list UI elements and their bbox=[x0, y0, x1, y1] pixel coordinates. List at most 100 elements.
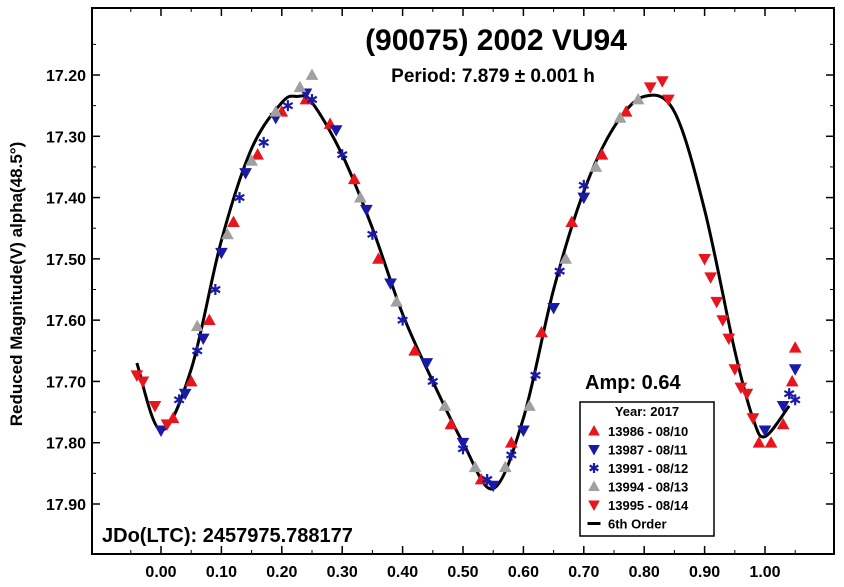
legend-marker bbox=[588, 445, 600, 456]
data-point bbox=[710, 296, 724, 309]
legend-title: Year: 2017 bbox=[615, 404, 679, 419]
data-point bbox=[239, 168, 252, 180]
legend-marker bbox=[588, 500, 600, 512]
data-point bbox=[740, 388, 754, 401]
x-tick-label: 0.50 bbox=[447, 564, 478, 581]
data-point bbox=[390, 295, 403, 307]
data-point bbox=[336, 149, 348, 161]
data-point bbox=[306, 94, 318, 106]
data-point bbox=[173, 394, 185, 406]
data-point bbox=[456, 437, 470, 450]
data-point bbox=[215, 247, 228, 260]
data-point bbox=[655, 76, 669, 88]
data-point bbox=[535, 325, 548, 338]
data-point bbox=[191, 345, 203, 357]
legend-marker bbox=[589, 463, 599, 473]
legend-entry-label: 13995 - 08/14 bbox=[608, 498, 689, 513]
data-point bbox=[258, 136, 270, 148]
fit-curve-6th-order bbox=[135, 93, 791, 491]
legend-entry-label: 13991 - 08/12 bbox=[608, 461, 688, 476]
y-tick-label: 17.30 bbox=[46, 129, 86, 146]
y-tick-label: 17.90 bbox=[46, 497, 86, 514]
data-point bbox=[662, 94, 675, 107]
data-point bbox=[372, 252, 385, 264]
data-point bbox=[631, 92, 645, 105]
x-tick-label: 0.60 bbox=[508, 564, 539, 581]
data-point bbox=[776, 401, 790, 413]
data-point bbox=[154, 425, 168, 437]
data-point bbox=[722, 333, 736, 346]
data-point bbox=[619, 105, 633, 117]
series-3 bbox=[173, 94, 801, 485]
data-point bbox=[698, 253, 711, 266]
data-point bbox=[245, 154, 258, 166]
data-point bbox=[427, 375, 439, 387]
data-points-layer bbox=[130, 68, 802, 493]
series-2 bbox=[154, 88, 802, 493]
data-point bbox=[504, 436, 518, 448]
data-point bbox=[184, 374, 198, 387]
data-point bbox=[481, 473, 493, 485]
x-tick-label: 0.80 bbox=[629, 564, 660, 581]
data-point bbox=[293, 80, 307, 93]
data-point bbox=[130, 370, 144, 382]
data-point bbox=[251, 148, 264, 160]
data-point bbox=[716, 315, 730, 327]
data-point bbox=[785, 374, 799, 387]
legend-entry-label: 6th Order bbox=[608, 517, 667, 532]
x-tick-label: 0.00 bbox=[145, 564, 176, 581]
x-tick-label: 0.30 bbox=[327, 564, 358, 581]
y-tick-label: 17.60 bbox=[46, 313, 86, 330]
data-point bbox=[136, 376, 150, 388]
data-point bbox=[643, 82, 657, 94]
data-point bbox=[734, 382, 748, 395]
data-point bbox=[752, 436, 766, 448]
data-point bbox=[397, 314, 408, 326]
chart-subtitle: Period: 7.879 ± 0.001 h bbox=[391, 66, 595, 87]
legend-entries: 13986 - 08/10 13987 - 08/11 13991 - 08/12 1… bbox=[587, 424, 689, 532]
data-point bbox=[384, 278, 397, 290]
data-point bbox=[746, 413, 760, 425]
data-point bbox=[788, 341, 802, 353]
epoch-label: JDo(LTC): 2457975.788177 bbox=[102, 525, 353, 547]
legend-marker bbox=[588, 424, 600, 436]
data-point bbox=[148, 401, 162, 413]
data-point bbox=[202, 313, 216, 326]
data-point bbox=[160, 419, 174, 431]
amplitude-label: Amp: 0.64 bbox=[585, 372, 681, 394]
data-point bbox=[565, 215, 579, 227]
data-point bbox=[517, 425, 530, 437]
y-tick-label: 17.50 bbox=[46, 252, 86, 269]
data-point bbox=[367, 228, 378, 240]
y-tick-label: 17.80 bbox=[46, 436, 86, 453]
x-tick-label: 0.90 bbox=[689, 564, 720, 581]
data-point bbox=[758, 425, 772, 437]
data-point bbox=[704, 272, 717, 284]
data-point bbox=[530, 369, 541, 381]
data-point bbox=[227, 215, 240, 227]
data-point bbox=[221, 227, 234, 240]
series-4 bbox=[190, 68, 645, 473]
data-point bbox=[505, 449, 517, 461]
data-point bbox=[577, 192, 591, 205]
x-tick-label: 0.40 bbox=[387, 564, 418, 581]
axes-layer: 0.00 0.10 0.20 0.30 0.40 0.50 0.60 0.70 0.80 0.90… bbox=[46, 8, 834, 581]
data-point bbox=[789, 394, 801, 406]
data-point bbox=[408, 344, 422, 356]
data-point bbox=[353, 191, 367, 203]
data-point bbox=[783, 388, 795, 400]
data-point bbox=[728, 364, 742, 376]
y-tick-label: 17.40 bbox=[46, 191, 86, 208]
y-tick-label: 17.70 bbox=[46, 374, 86, 391]
data-point bbox=[498, 460, 512, 473]
series-1 bbox=[166, 92, 802, 485]
x-tick-label: 0.20 bbox=[266, 564, 297, 581]
data-point bbox=[178, 388, 192, 401]
data-point bbox=[190, 319, 204, 332]
y-tick-label: 17.20 bbox=[46, 68, 86, 85]
legend-entry-label: 13994 - 08/13 bbox=[608, 480, 688, 495]
data-point bbox=[420, 358, 434, 370]
